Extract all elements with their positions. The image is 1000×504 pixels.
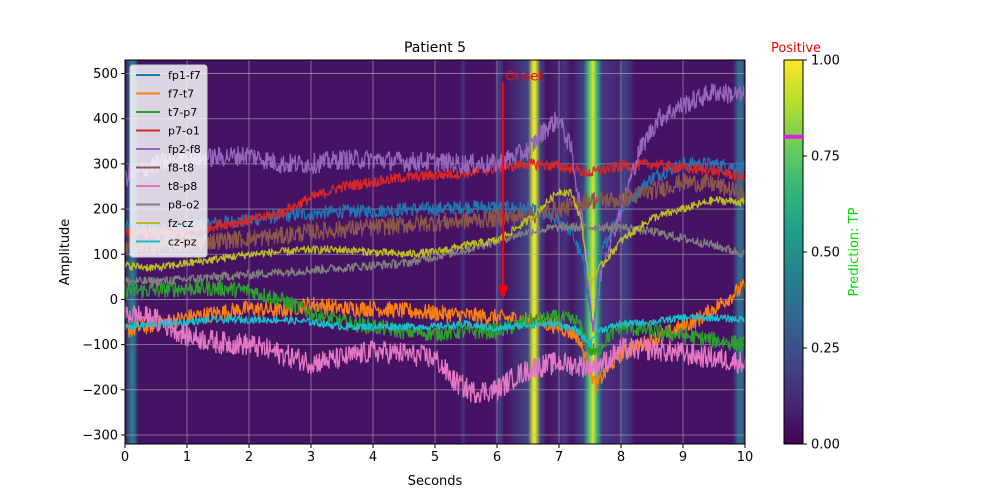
legend-entry: f8-t8 (168, 162, 194, 175)
colorbar-tick-label: 0.00 (811, 438, 840, 453)
x-tick-label: 7 (555, 450, 563, 465)
legend-entry: fz-cz (168, 217, 194, 230)
chart-title: Patient 5 (404, 40, 466, 56)
colorbar-tick-label: 0.75 (811, 150, 840, 165)
y-tick-label: −200 (82, 383, 118, 398)
y-tick-label: 500 (93, 67, 118, 82)
onset-label: Onset (505, 70, 543, 85)
y-tick-label: 200 (93, 203, 118, 218)
legend-entry: fp1-f7 (168, 69, 201, 82)
x-tick-label: 1 (183, 450, 191, 465)
onset-arrow-head (498, 285, 509, 300)
legend-entry: fp2-f8 (168, 143, 201, 156)
series-line-fp2-f8 (125, 83, 745, 333)
series-line-t8-p8 (125, 302, 745, 404)
x-axis-ticks: 0 1 2 3 4 5 6 7 8 9 10 (121, 444, 753, 465)
x-tick-label: 5 (431, 450, 439, 465)
series-line-p7-o1 (125, 158, 745, 240)
series-line-p8-o2 (125, 222, 745, 287)
legend-entry: cz-pz (168, 236, 197, 249)
y-tick-label: −100 (82, 338, 118, 353)
colorbar-label: Prediction: TP (847, 207, 862, 296)
x-tick-label: 3 (307, 450, 315, 465)
x-axis-label: Seconds (408, 474, 463, 489)
series-line-f8-t8 (125, 172, 745, 258)
legend-entry: p8-o2 (168, 199, 200, 212)
legend-entry: t7-p7 (168, 106, 197, 119)
x-tick-label: 2 (245, 450, 253, 465)
y-tick-label: 100 (93, 248, 118, 263)
colorbar: 0.00 0.25 0.50 0.75 1.00 Positive Prediction… (771, 41, 862, 453)
y-axis-ticks: −300 −200 −100 0 100 200 300 400 500 (82, 67, 125, 443)
series-lines (125, 83, 745, 404)
colorbar-tick-label: 0.25 (811, 342, 840, 357)
y-tick-label: 400 (93, 112, 118, 127)
colorbar-threshold-marker (784, 134, 803, 139)
x-tick-label: 0 (121, 450, 129, 465)
y-axis-label: Amplitude (58, 219, 73, 286)
series-line-cz-pz (125, 313, 745, 348)
legend-entry: p7-o1 (168, 125, 200, 138)
colorbar-gradient (783, 59, 804, 445)
colorbar-tick-label: 1.00 (811, 54, 840, 69)
colorbar-top-label: Positive (771, 41, 821, 56)
legend: fp1-f7 f7-t7 t7-p7 p7-o1 fp2-f8 f8-t8 t8-p8 p8-… (129, 64, 208, 258)
x-tick-label: 10 (737, 450, 754, 465)
onset-annotation: Onset (498, 70, 544, 300)
y-tick-label: 0 (110, 293, 118, 308)
y-tick-label: 300 (93, 157, 118, 172)
legend-entry: t8-p8 (168, 180, 197, 193)
y-tick-label: −300 (82, 428, 118, 443)
series-line-fp1-f7 (125, 156, 745, 328)
legend-entry: f7-t7 (168, 88, 194, 101)
x-tick-label: 4 (369, 450, 377, 465)
x-tick-label: 6 (493, 450, 501, 465)
x-tick-label: 8 (617, 450, 625, 465)
series-line-fz-cz (125, 188, 745, 289)
x-tick-label: 9 (679, 450, 687, 465)
colorbar-tick-label: 0.50 (811, 246, 840, 261)
